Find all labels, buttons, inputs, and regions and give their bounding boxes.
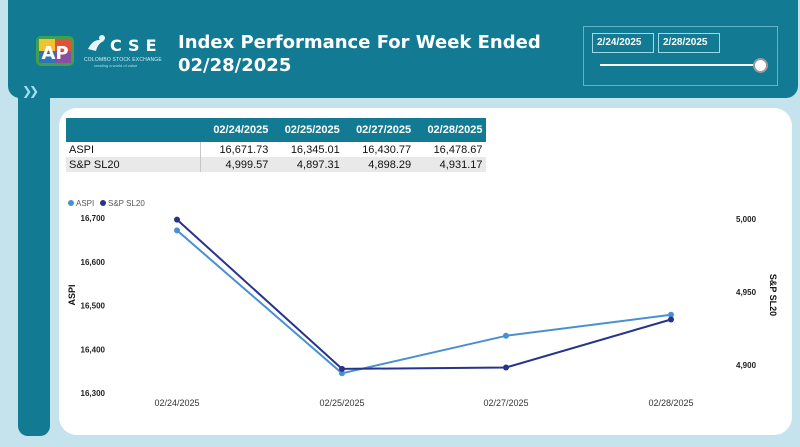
date-range-slicer: 2/24/2025 2/28/2025 [583,26,778,86]
table-row-label: S&P SL20 [66,157,201,172]
cse-logo-subtitle: COLOMBO STOCK EXCHANGE [84,57,162,63]
table-header-row: 02/24/2025 02/25/2025 02/27/2025 02/28/2… [66,118,486,142]
table-cell: 4,931.17 [414,157,486,172]
performance-table: 02/24/2025 02/25/2025 02/27/2025 02/28/2… [66,118,486,172]
table-header-cell [66,118,200,142]
date-slider-track[interactable] [600,64,760,66]
data-point [668,311,674,318]
data-point [339,365,345,372]
data-point [503,364,509,371]
series-line-s-p-sl20 [176,218,672,370]
sidebar [18,80,50,436]
table-header-cell: 02/28/2025 [414,118,486,142]
y-tick-label: 16,500 [81,302,106,311]
x-tick-label: 02/28/2025 [648,398,693,408]
y-axis-title: ASPI [67,284,77,305]
legend-label: ASPI [76,199,94,208]
table-cell: 16,345.01 [290,143,340,156]
data-point [174,216,180,223]
table-header-cell: 02/24/2025 [200,118,272,142]
y2-tick-label: 4,900 [736,361,757,370]
data-point [503,332,509,339]
page-title: Index Performance For Week Ended 02/28/2… [178,31,558,77]
cse-logo: CSE COLOMBO STOCK EXCHANGE creating a wo… [84,33,163,68]
x-tick-label: 02/25/2025 [319,398,364,408]
table-row: S&P SL20 4,999.57 4,897.31 4,898.29 4,93… [66,157,486,172]
alpha-logo-icon: AP [36,36,74,66]
y2-tick-label: 4,950 [736,288,757,297]
table-cell: 16,430.77 [362,143,412,156]
table-cell: 16,478.67 [433,143,483,156]
x-tick-label: 02/27/2025 [483,398,528,408]
table-cell: 4,999.57 [200,157,272,172]
series-line-aspi [176,229,672,375]
table-row: ASPI 16,671.73 16,345.01 16,430.77 16,47… [66,142,486,157]
expand-sidebar-icon[interactable]: ❯❯ [22,84,39,98]
date-to-input[interactable]: 2/28/2025 [658,33,720,53]
data-point [174,227,180,234]
table-cell: 16,671.73 [219,143,269,156]
y-tick-label: 16,400 [81,345,106,354]
x-tick-label: 02/24/2025 [154,398,199,408]
y2-tick-label: 5,000 [736,215,757,224]
table-cell: 4,897.31 [271,157,343,172]
y-tick-label: 16,700 [81,214,106,223]
cse-logo-tagline: creating a world of value [94,63,138,68]
data-point [339,370,345,377]
legend-marker [100,200,106,206]
cse-emblem-icon [88,35,105,51]
page-title-line1: Index Performance For Week Ended [178,32,541,53]
table-cell: 4,898.29 [342,157,415,172]
table-header-cell: 02/25/2025 [271,118,343,142]
legend-marker [68,200,74,206]
y-tick-label: 16,300 [81,389,106,398]
index-line-chart: ASPI S&P SL20 16,300 16,400 16,500 16,600 16,7… [67,199,778,408]
data-point [668,316,674,323]
cse-logo-text: CSE [110,36,163,55]
date-from-input[interactable]: 2/24/2025 [592,33,654,53]
date-slider-handle[interactable] [753,58,768,73]
table-row-label: ASPI [66,142,201,157]
svg-text:AP: AP [41,43,68,64]
y-tick-label: 16,600 [81,258,106,267]
table-header-cell: 02/27/2025 [342,118,415,142]
page-title-line2: 02/28/2025 [178,55,292,76]
y2-axis-title: S&P SL20 [768,274,778,316]
legend-label: S&P SL20 [108,199,145,208]
